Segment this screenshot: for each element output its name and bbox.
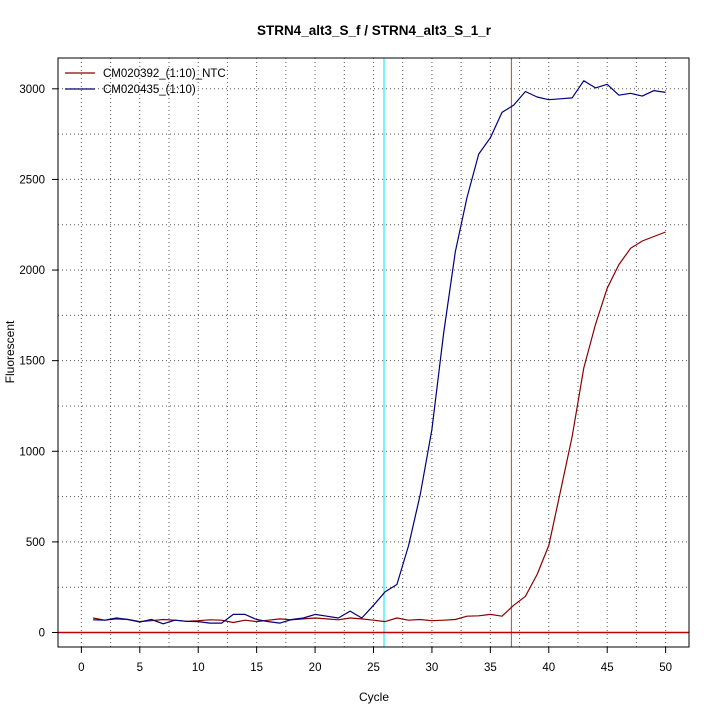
x-tick-label: 50 — [659, 662, 672, 674]
x-axis: 0 5 10 15 20 25 30 35 40 45 50 — [78, 647, 672, 674]
y-tick-label: 500 — [26, 537, 45, 549]
legend-label: CM020392_(1:10)_NTC — [103, 68, 226, 80]
series-line-2 — [93, 80, 666, 625]
series-lines — [92, 80, 666, 625]
plot-frame — [57, 57, 690, 648]
series-line-1 — [92, 231, 666, 624]
reference-lines — [58, 58, 689, 647]
x-axis-label: Cycle — [359, 690, 389, 704]
x-tick-label: 5 — [137, 662, 143, 674]
x-tick-label: 20 — [309, 662, 322, 674]
x-tick-label: 10 — [192, 662, 205, 674]
legend: CM020392_(1:10)_NTC CM020435_(1:10) — [65, 68, 226, 96]
x-tick-label: 35 — [484, 662, 497, 674]
x-tick-label: 40 — [542, 662, 555, 674]
y-axis-label: Fluorescent — [3, 320, 17, 383]
x-tick-label: 30 — [426, 662, 439, 674]
legend-label: CM020435_(1:10) — [103, 84, 196, 96]
y-tick-label: 1500 — [19, 356, 45, 368]
y-tick-label: 0 — [39, 628, 45, 640]
y-tick-label: 2500 — [19, 174, 45, 186]
x-tick-label: 15 — [250, 662, 263, 674]
grid — [58, 58, 689, 647]
y-tick-label: 3000 — [19, 84, 45, 96]
chart-title: STRN4_alt3_S_f / STRN4_alt3_S_1_r — [257, 23, 492, 38]
y-axis: 0 500 1000 1500 2000 2500 3000 — [19, 84, 58, 640]
y-tick-label: 1000 — [19, 446, 45, 458]
x-tick-label: 0 — [78, 662, 84, 674]
x-tick-label: 25 — [367, 662, 380, 674]
x-tick-label: 45 — [601, 662, 614, 674]
y-tick-label: 2000 — [19, 265, 45, 277]
